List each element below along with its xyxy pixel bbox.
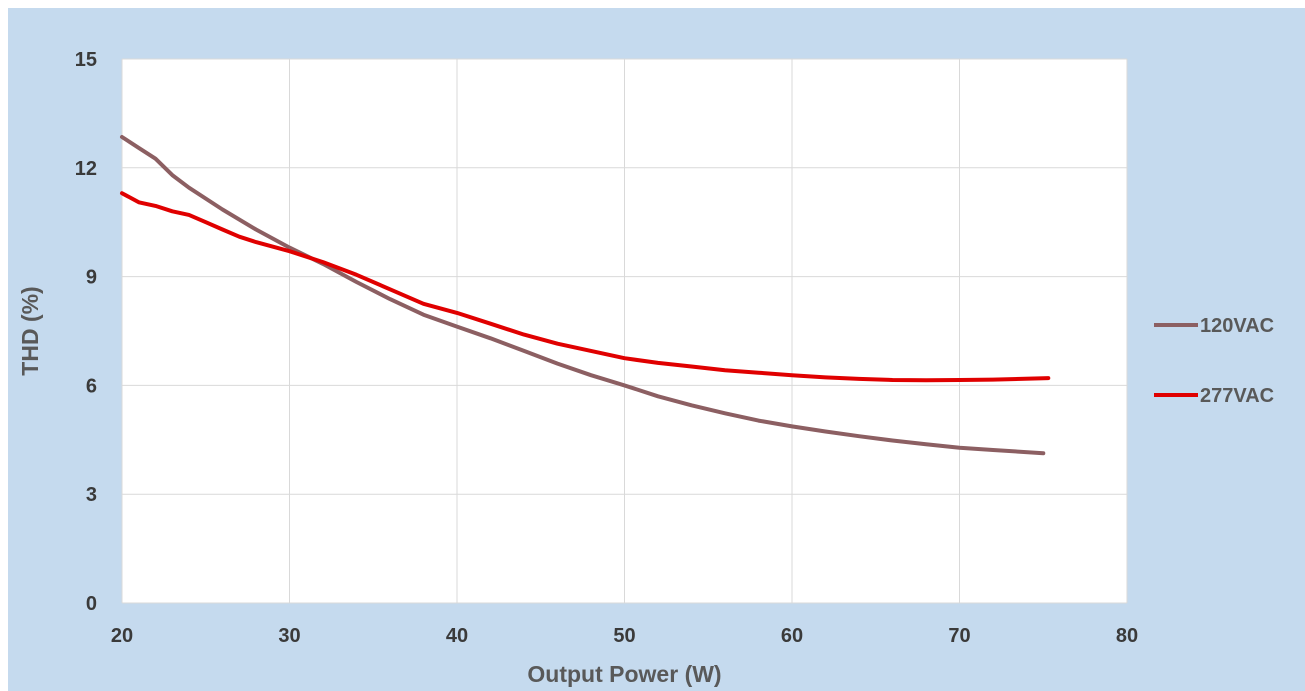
legend-label-120vac: 120VAC — [1200, 315, 1274, 337]
x-tick-label: 30 — [278, 625, 300, 647]
y-tick-label: 0 — [86, 593, 97, 615]
legend: 120VAC 277VAC — [1154, 315, 1274, 407]
x-tick-label: 80 — [1116, 625, 1138, 647]
y-tick-label: 6 — [86, 375, 97, 397]
y-tick-label: 9 — [86, 267, 97, 289]
x-axis-title: Output Power (W) — [527, 661, 721, 687]
chart-area: 0 3 6 9 12 15 20 30 40 50 60 70 80 Output Power (W) … — [8, 8, 1305, 691]
x-tick-label: 70 — [948, 625, 970, 647]
tick-labels: 0 3 6 9 12 15 20 30 40 50 60 70 80 — [75, 49, 1138, 647]
y-tick-label: 3 — [86, 484, 97, 506]
y-tick-label: 15 — [75, 49, 97, 71]
x-tick-label: 40 — [446, 625, 468, 647]
x-tick-label: 20 — [111, 625, 133, 647]
legend-label-277vac: 277VAC — [1200, 385, 1274, 407]
series-line-277vac — [120, 191, 1051, 383]
x-tick-label: 50 — [613, 625, 635, 647]
series-line-120vac — [120, 135, 1046, 456]
x-tick-label: 60 — [781, 625, 803, 647]
y-tick-label: 12 — [75, 158, 97, 180]
series-lines — [120, 135, 1051, 456]
y-axis-title: THD (%) — [17, 286, 43, 375]
